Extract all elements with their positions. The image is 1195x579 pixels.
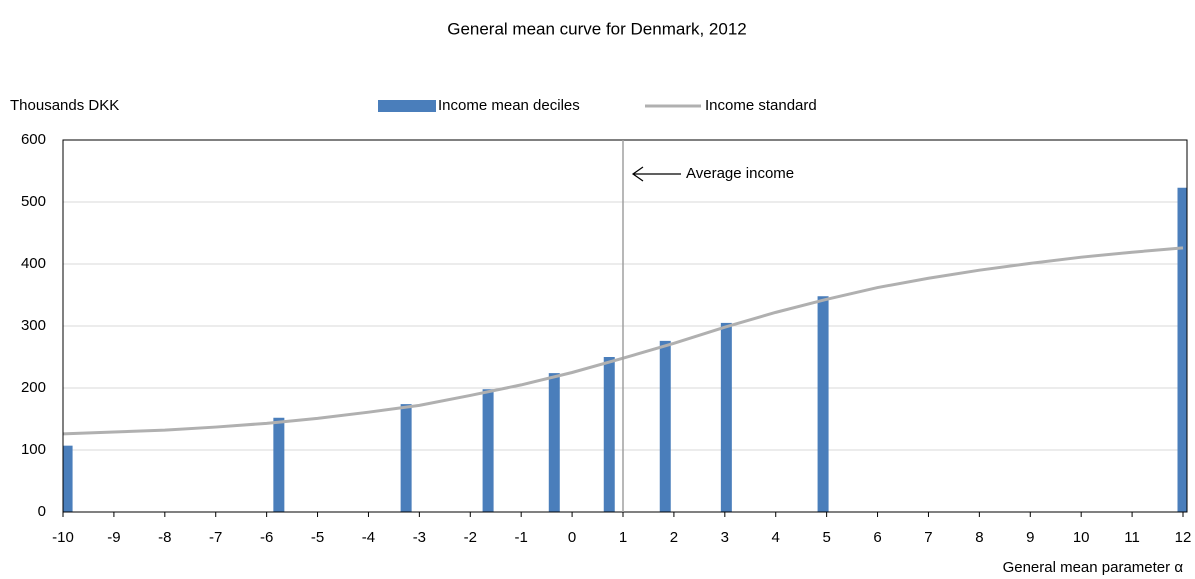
plot-border — [62, 139, 1188, 513]
chart-title: General mean curve for Denmark, 2012 — [447, 19, 747, 38]
y-tick-label: 500 — [21, 193, 46, 210]
x-tick-label: 8 — [975, 529, 983, 546]
bar — [817, 296, 829, 512]
y-tick-label: 300 — [21, 317, 46, 334]
x-tick-label: 5 — [822, 529, 830, 546]
bar — [482, 389, 494, 512]
x-tick-label: -1 — [515, 529, 528, 546]
x-tick-label: -6 — [260, 529, 273, 546]
x-tick-label: -3 — [413, 529, 426, 546]
plot-marks — [63, 187, 1187, 512]
y-tick-label: 0 — [38, 503, 46, 520]
grid — [63, 139, 1187, 513]
x-tick-label: -10 — [52, 529, 74, 546]
bar — [603, 357, 615, 512]
x-tick-label: -7 — [209, 529, 222, 546]
x-tick-label: -2 — [464, 529, 477, 546]
x-tick-label: 4 — [772, 529, 780, 546]
y-axis-label: Thousands DKK — [10, 97, 119, 114]
legend-swatch — [378, 100, 436, 112]
x-axis-label: General mean parameter α — [1003, 559, 1184, 576]
x-tick-label: 6 — [873, 529, 881, 546]
bar — [400, 404, 412, 512]
bar — [1177, 187, 1187, 512]
x-tick-label: 0 — [568, 529, 576, 546]
x-tick-label: 11 — [1124, 529, 1140, 546]
legend-label: Income standard — [705, 97, 817, 114]
x-tick-label: -4 — [362, 529, 375, 546]
annotation-arrow — [631, 166, 681, 182]
x-tick-label: -8 — [158, 529, 171, 546]
x-tick-label: 12 — [1175, 529, 1192, 546]
bar — [548, 373, 560, 512]
y-tick-label: 600 — [21, 131, 46, 148]
y-tick-label: 200 — [21, 379, 46, 396]
bar — [720, 322, 732, 512]
y-tick-label: 100 — [21, 441, 46, 458]
x-tick-label: -9 — [107, 529, 120, 546]
annotation-text: Average income — [686, 165, 794, 182]
x-tick-label: 2 — [670, 529, 678, 546]
y-tick-label: 400 — [21, 255, 46, 272]
x-tick-label: -5 — [311, 529, 324, 546]
x-tick-label: 3 — [721, 529, 729, 546]
x-tick-label: 1 — [619, 529, 627, 546]
legend-label: Income mean deciles — [438, 97, 580, 114]
x-tick-label: 7 — [924, 529, 932, 546]
bar — [659, 340, 671, 512]
x-tick-label: 10 — [1073, 529, 1090, 546]
x-tick-label: 9 — [1026, 529, 1034, 546]
bar — [63, 445, 73, 512]
bar — [273, 417, 285, 512]
